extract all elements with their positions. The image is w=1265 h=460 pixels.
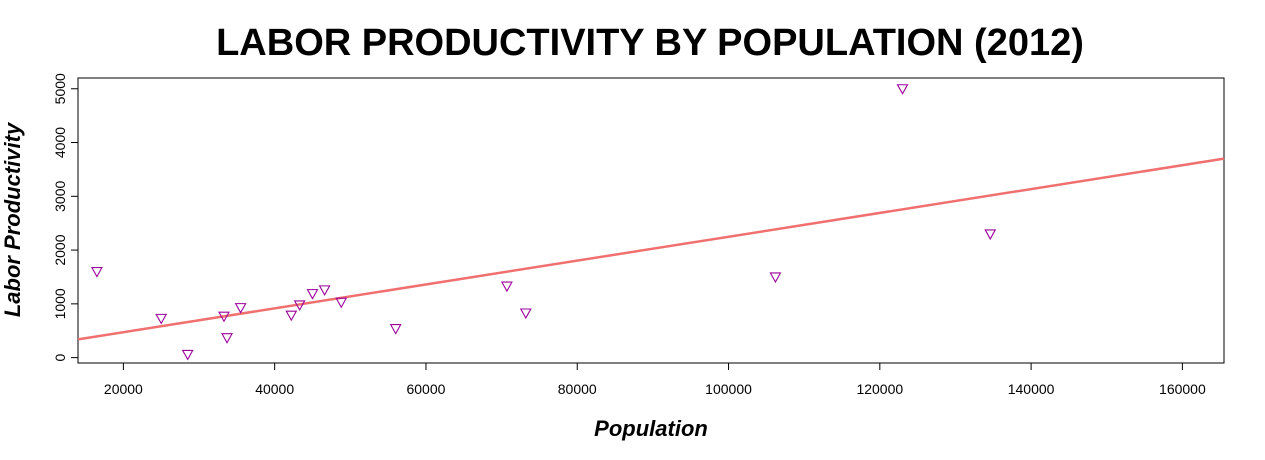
x-axis: 20000 40000 60000 80000 100000 120000 140000 16… xyxy=(104,363,1206,397)
plot-frame xyxy=(77,77,1225,364)
data-point xyxy=(155,313,168,325)
trendline xyxy=(77,157,1225,341)
y-axis-title: Labor Productivity xyxy=(0,121,25,317)
x-tick-label: 140000 xyxy=(1008,381,1055,397)
data-point xyxy=(293,300,306,312)
x-tick-label: 100000 xyxy=(705,381,752,397)
y-tick-label: 4000 xyxy=(52,127,68,158)
data-point xyxy=(90,267,103,278)
x-tick-label: 60000 xyxy=(406,381,445,397)
data-point xyxy=(318,285,331,297)
chart-title: LABOR PRODUCTIVITY BY POPULATION (2012) xyxy=(216,22,1084,64)
data-point xyxy=(218,311,230,323)
x-tick-label: 80000 xyxy=(558,381,597,397)
data-point xyxy=(896,84,909,95)
y-tick-label: 1000 xyxy=(52,288,68,319)
data-point xyxy=(769,272,782,284)
x-tick-label: 40000 xyxy=(255,381,294,397)
data-point xyxy=(221,333,233,344)
x-tick-label: 160000 xyxy=(1159,381,1206,397)
data-point xyxy=(984,229,997,241)
data-point xyxy=(306,289,319,300)
points-group xyxy=(90,84,997,361)
data-point xyxy=(519,308,532,320)
y-tick-label: 2000 xyxy=(52,234,68,265)
data-point xyxy=(234,303,247,314)
x-axis-title: Population xyxy=(594,416,708,441)
data-point xyxy=(500,281,513,293)
x-tick-label: 120000 xyxy=(856,381,903,397)
data-point xyxy=(181,349,194,361)
data-point xyxy=(335,297,348,309)
y-axis: 0 1000 2000 3000 4000 5000 xyxy=(52,73,78,362)
data-point xyxy=(285,310,298,322)
y-tick-label: 5000 xyxy=(52,73,68,104)
data-point xyxy=(389,324,402,335)
x-tick-label: 20000 xyxy=(104,381,143,397)
trendline-group xyxy=(77,157,1225,341)
y-tick-label: 3000 xyxy=(52,181,68,212)
y-tick-label: 0 xyxy=(52,354,68,362)
